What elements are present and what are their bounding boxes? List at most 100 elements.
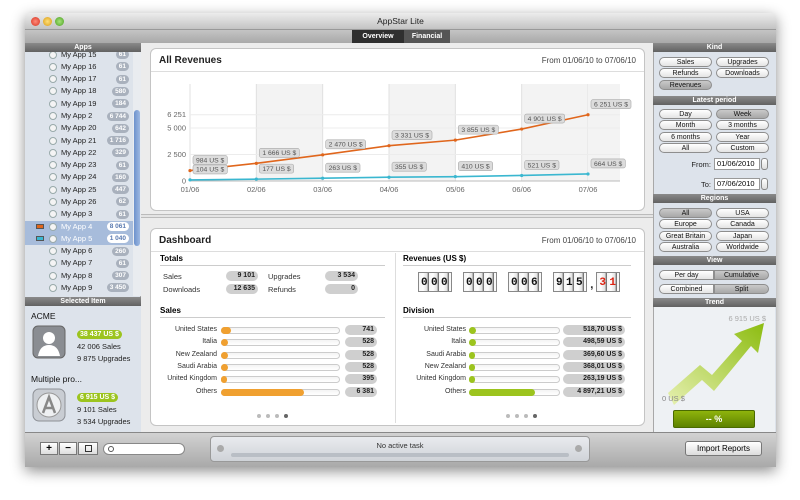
app-badge: 580 <box>112 86 129 96</box>
value-label: 1 666 US $ <box>262 150 296 157</box>
option-button[interactable]: Per day <box>659 270 714 280</box>
from-field[interactable]: 01/06/2010 <box>714 158 760 170</box>
app-row[interactable]: My App 24 160 <box>25 171 133 183</box>
option-button[interactable]: Split <box>714 284 769 294</box>
option-button[interactable]: Europe <box>659 219 712 230</box>
app-row[interactable]: My App 3 61 <box>25 208 133 220</box>
option-button[interactable]: USA <box>716 208 769 218</box>
app-row[interactable]: My App 4 8 061 <box>25 220 133 233</box>
option-button[interactable]: Refunds <box>659 68 712 79</box>
app-row[interactable]: My App 18 580 <box>25 85 133 97</box>
option-button[interactable]: Canada <box>716 219 769 230</box>
app-row[interactable]: My App 25 447 <box>25 184 133 196</box>
x-tick-label: 03/06 <box>313 185 332 194</box>
rule <box>403 317 631 318</box>
value-label: 355 US $ <box>395 164 424 171</box>
remove-button[interactable]: − <box>59 442 77 455</box>
app-name: My App 21 <box>61 135 97 145</box>
point <box>586 172 590 176</box>
app-row[interactable]: My App 2 6 744 <box>25 110 133 122</box>
app-icon <box>49 124 57 133</box>
app-row[interactable]: My App 7 61 <box>25 257 133 269</box>
bar-track <box>221 351 340 359</box>
point <box>453 175 457 179</box>
divider <box>395 253 396 423</box>
bar-track <box>221 376 340 384</box>
total-label: Refunds <box>268 285 296 294</box>
app-row[interactable]: My App 21 1 716 <box>25 135 133 147</box>
close-button[interactable] <box>31 17 40 26</box>
to-stepper[interactable] <box>761 178 768 190</box>
minimize-button[interactable] <box>43 17 52 26</box>
option-button[interactable]: 6 months <box>659 131 712 142</box>
option-button[interactable]: Year <box>716 131 769 142</box>
app-icon <box>49 234 57 243</box>
app-row[interactable]: My App 22 329 <box>25 147 133 159</box>
search-field[interactable] <box>103 443 185 455</box>
value-label-box <box>391 161 427 172</box>
add-button[interactable]: + <box>40 442 58 455</box>
option-button[interactable]: Month <box>659 120 712 131</box>
value-label: 664 US $ <box>594 161 623 168</box>
option-button[interactable]: All <box>659 142 712 153</box>
point <box>586 113 590 117</box>
tab-financial[interactable]: Financial <box>404 30 450 43</box>
app-badge: 61 <box>115 160 129 170</box>
bar <box>469 388 535 396</box>
option-button[interactable]: Australia <box>659 241 712 252</box>
import-button[interactable]: Import Reports <box>685 441 762 456</box>
app-row[interactable]: My App 8 307 <box>25 270 133 282</box>
value-label-box <box>524 160 560 170</box>
action-button[interactable] <box>78 442 98 455</box>
app-row[interactable]: My App 9 3 450 <box>25 282 133 294</box>
option-button[interactable]: Day <box>659 109 712 119</box>
option-button[interactable]: Japan <box>716 230 769 241</box>
scroll-thumb[interactable] <box>134 110 140 246</box>
option-button[interactable]: Combined <box>659 284 714 294</box>
option-button[interactable]: Cumulative <box>714 270 769 280</box>
option-button[interactable]: Sales <box>659 57 712 67</box>
item-upgrades: 3 534 Upgrades <box>77 417 131 426</box>
counter-title: Revenues (US $) <box>403 254 467 263</box>
option-button[interactable]: Downloads <box>716 68 769 79</box>
option-button[interactable]: Revenues <box>659 79 712 90</box>
app-name: My App 23 <box>61 160 97 170</box>
option-button[interactable]: Great Britain <box>659 230 712 241</box>
point <box>520 173 524 178</box>
app-row[interactable]: My App 20 642 <box>25 122 133 134</box>
to-field[interactable]: 07/06/2010 <box>714 178 760 190</box>
option-button[interactable]: Upgrades <box>716 57 769 67</box>
value-label-box <box>458 161 493 171</box>
from-stepper[interactable] <box>761 158 768 170</box>
bar-value: 498,59 US $ <box>563 337 625 348</box>
app-icon <box>49 185 57 194</box>
bar-label: Italia <box>451 338 466 346</box>
option-button[interactable]: Week <box>716 109 769 119</box>
app-row[interactable]: My App 16 61 <box>25 61 133 73</box>
app-row[interactable]: My App 19 184 <box>25 98 133 110</box>
item-sales: 9 101 Sales <box>77 405 117 414</box>
bar <box>221 388 305 396</box>
option-button[interactable]: All <box>659 208 712 218</box>
app-row[interactable]: My App 26 62 <box>25 196 133 208</box>
tab-overview[interactable]: Overview <box>352 30 404 43</box>
app-row[interactable]: My App 17 61 <box>25 73 133 85</box>
app-row[interactable]: My App 15 61 <box>25 52 133 61</box>
zoom-button[interactable] <box>55 17 64 26</box>
cancel-right[interactable] <box>575 445 582 452</box>
value-label: 410 US $ <box>461 163 490 170</box>
bar-label: Saudi Arabia <box>177 362 217 370</box>
option-button[interactable]: Worldwide <box>716 241 769 252</box>
app-row[interactable]: My App 23 61 <box>25 159 133 171</box>
app-row[interactable]: My App 6 260 <box>25 245 133 257</box>
option-button[interactable]: Custom <box>716 142 769 153</box>
bar-track <box>469 339 560 347</box>
total-label: Downloads <box>163 285 201 294</box>
app-row[interactable]: My App 5 1 040 <box>25 232 133 245</box>
separator <box>151 71 644 72</box>
app-icon <box>49 222 57 231</box>
option-button[interactable]: 3 months <box>716 120 769 131</box>
rule <box>160 265 385 266</box>
cancel-left[interactable] <box>217 445 224 452</box>
app-badge: 3 450 <box>106 283 129 293</box>
